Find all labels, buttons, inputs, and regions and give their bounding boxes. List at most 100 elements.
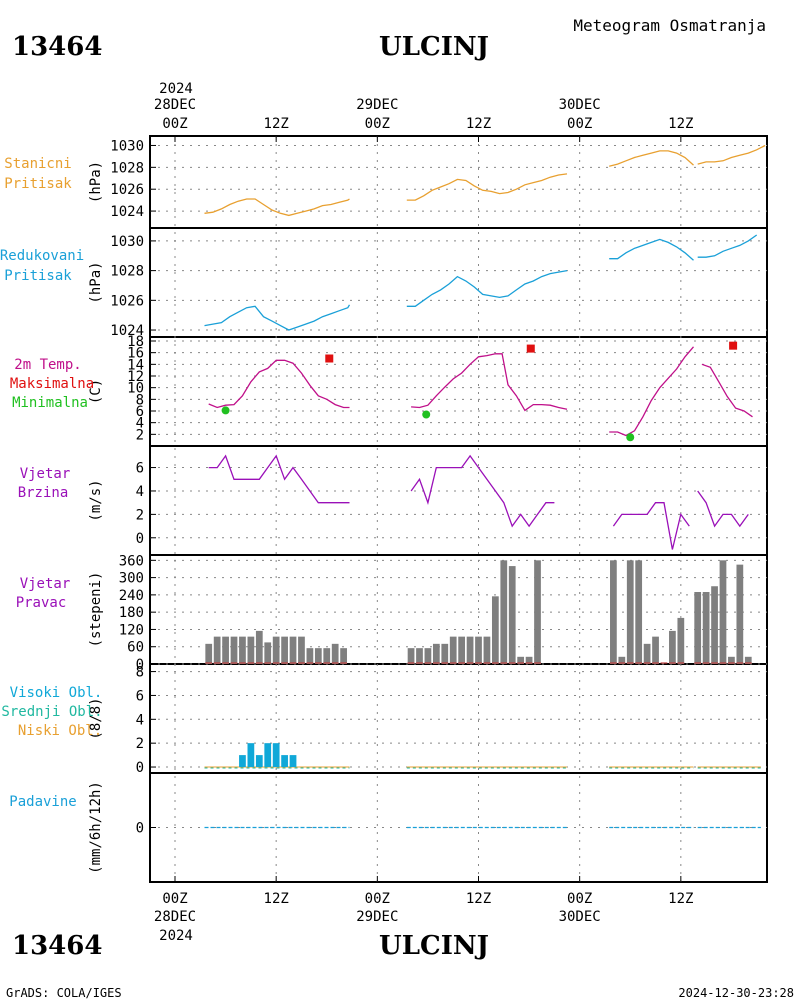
y-tick-label: 300	[119, 571, 144, 587]
wind-dir-bar	[483, 636, 491, 664]
credit: GrADS: COLA/IGES	[6, 986, 122, 1000]
date-label-top: 30DEC	[559, 97, 601, 113]
label-temp-max: Maksimalna	[10, 376, 94, 392]
y-tick-label: 1026	[110, 182, 144, 198]
red-pressure-line	[697, 234, 758, 258]
cloud-high-bar	[289, 755, 297, 768]
y-tick-label: 0	[136, 657, 144, 673]
station-name-top: ULCINJ	[379, 32, 489, 62]
y-tick-label: 14	[127, 357, 144, 373]
time-tick-label-top: 12Z	[668, 116, 693, 132]
bottom-year: 2024	[159, 928, 193, 944]
wind-speed-line	[410, 454, 555, 528]
y-axis-label: (C)	[88, 379, 104, 404]
temperature-line	[411, 353, 568, 412]
y-tick-label: 2	[136, 507, 144, 523]
time-tick-label-bottom: 12Z	[466, 891, 491, 907]
wind-dir-bar	[222, 636, 229, 664]
red-pressure-line	[204, 304, 351, 331]
time-tick-label-bottom: 00Z	[162, 891, 187, 907]
wind-dir-bar	[239, 636, 246, 664]
label-cloud-low: Niski Obl.	[18, 723, 102, 739]
y-tick-label: 0	[136, 760, 144, 776]
temperature-line	[208, 359, 350, 409]
wind-dir-bar	[711, 586, 718, 664]
y-tick-label: 16	[127, 346, 144, 362]
label-cloud-high: Visoki Obl.	[10, 685, 103, 701]
wind-dir-bar	[407, 648, 415, 664]
station-id-top: 13464	[12, 32, 102, 62]
date-label-top: 28DEC	[154, 97, 196, 113]
y-axis-label: (hPa)	[88, 261, 104, 303]
wind-dir-bar	[314, 648, 322, 664]
cloud-high-bar	[281, 755, 288, 768]
label-cloud-mid: Srednji Obl.	[1, 704, 102, 720]
date-label-bottom: 30DEC	[559, 909, 601, 925]
label-temperature: 2m Temp.	[14, 357, 81, 373]
wind-dir-bar	[652, 636, 659, 664]
date-label-bottom: 28DEC	[154, 909, 196, 925]
label-precip: Padavine	[9, 794, 76, 810]
wind-dir-bar	[416, 648, 423, 664]
y-tick-label: 4	[136, 484, 144, 500]
wind-dir-bar	[728, 656, 735, 664]
wind-dir-bar	[289, 636, 297, 664]
wind-dir-bar	[230, 636, 238, 664]
wind-dir-bar	[500, 560, 508, 664]
date-label-top: 29DEC	[356, 97, 398, 113]
wind-dir-bar	[264, 642, 272, 664]
wind-dir-bar	[323, 648, 331, 664]
y-tick-label: 1026	[110, 293, 144, 309]
wind-dir-bar	[255, 630, 263, 664]
temperature-line	[701, 363, 753, 418]
wind-dir-bar	[281, 636, 288, 664]
y-tick-label: 18	[127, 334, 144, 350]
grid-lines: 1024102610281030(hPa)1024102610281030(hP…	[88, 136, 767, 882]
stn-pressure-line	[204, 198, 350, 217]
y-tick-label: 1028	[110, 160, 144, 176]
wind-dir-bar	[441, 643, 449, 664]
y-tick-label: 1024	[110, 323, 144, 339]
wind-dir-bar	[298, 636, 305, 664]
wind-dir-bar	[669, 630, 676, 664]
time-tick-label-bottom: 00Z	[567, 891, 592, 907]
wind-dir-bar	[635, 560, 643, 664]
time-tick-label-bottom: 12Z	[668, 891, 693, 907]
wind-dir-bar	[525, 656, 533, 664]
wind-dir-bar	[205, 643, 213, 664]
stn-pressure-line	[406, 173, 568, 201]
wind-dir-bar	[626, 560, 634, 664]
wind-dir-bar	[702, 592, 710, 664]
cloud-high-bar	[239, 755, 246, 768]
temp-min-marker	[626, 433, 635, 442]
y-tick-label: 360	[119, 553, 144, 569]
y-tick-label: 6	[136, 404, 144, 420]
wind-dir-bar	[610, 560, 617, 664]
y-tick-label: 12	[127, 369, 144, 385]
temperature-line	[609, 346, 694, 437]
plot-frame	[149, 135, 768, 883]
temp-min-marker	[422, 410, 431, 419]
wind-dir-bar	[247, 636, 255, 664]
y-tick-label: 6	[136, 688, 144, 704]
y-tick-label: 4	[136, 712, 144, 728]
red-pressure-line	[609, 238, 694, 261]
wind-dir-bar	[618, 656, 626, 664]
product-title: Meteogram Osmatranja	[573, 16, 766, 35]
label-stn-pressure-1: Stanicni	[4, 156, 71, 172]
temp-min-marker	[221, 406, 230, 415]
label-wind-dir-2: Pravac	[16, 595, 67, 611]
station-name-bottom: ULCINJ	[379, 931, 489, 961]
y-tick-label: 10	[127, 381, 144, 397]
wind-dir-bar	[424, 648, 432, 664]
wind-dir-bar	[449, 636, 457, 664]
timestamp: 2024-12-30-23:28	[678, 986, 794, 1000]
label-wind-speed-1: Vjetar	[20, 466, 71, 482]
time-tick-label-bottom: 00Z	[365, 891, 390, 907]
wind-dir-bar	[744, 656, 752, 664]
y-tick-label: 4	[136, 416, 144, 432]
wind-dir-bar	[719, 560, 727, 664]
wind-dir-bar	[508, 566, 516, 664]
wind-dir-bar	[340, 648, 347, 664]
